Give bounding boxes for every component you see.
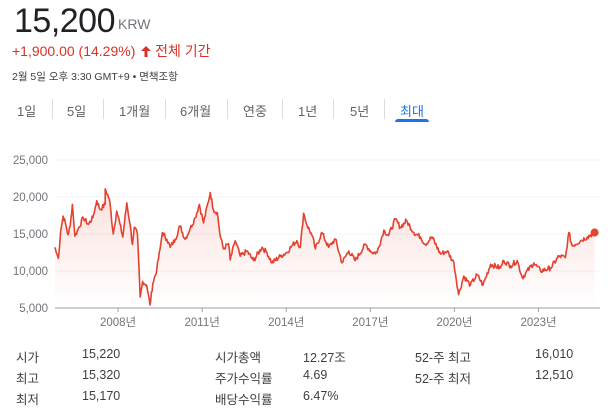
change-value: +1,900.00 (14.29%) (12, 43, 136, 59)
stat-value-dividend: 6.47% (303, 389, 339, 403)
timestamp-disclaimer: 2월 5일 오후 3:30 GMT+9 • 면책조항 (12, 71, 178, 83)
price-chart[interactable]: 25,000 20,000 15,000 10,000 5,000 2008년 2011년 2… (0, 150, 608, 330)
tab-divider (282, 99, 283, 119)
x-tick-label: 2011년 (185, 316, 220, 329)
stat-label-high: 최고 (16, 372, 40, 386)
tab-divider (103, 99, 104, 119)
arrow-up-icon (141, 46, 152, 57)
tab-1y[interactable]: 1년 (298, 104, 318, 119)
tab-5d[interactable]: 5일 (67, 104, 87, 119)
selected-tab-indicator (395, 119, 429, 122)
x-tick-label: 2020년 (436, 316, 472, 329)
stat-value-52w-low: 12,510 (535, 368, 574, 382)
x-tick-label: 2008년 (100, 316, 136, 329)
tab-1d[interactable]: 1일 (17, 104, 37, 119)
stat-label-market-cap: 시가총액 (215, 351, 262, 365)
y-tick-label: 25,000 (13, 155, 48, 167)
stat-value-market-cap: 12.27조 (303, 351, 346, 365)
y-tick-label: 5,000 (19, 303, 48, 315)
change-period: 전체 기간 (155, 43, 211, 59)
y-tick-label: 10,000 (13, 266, 48, 278)
stat-label-dividend: 배당수익률 (215, 393, 273, 407)
currency-label: KRW (118, 16, 151, 32)
stat-value-52w-high: 16,010 (535, 347, 574, 361)
price-line (54, 188, 596, 306)
tab-1m[interactable]: 1개월 (119, 104, 151, 119)
x-tick-label: 2017년 (352, 316, 388, 329)
tab-ytd[interactable]: 연중 (243, 104, 267, 119)
tab-max[interactable]: 최대 (400, 104, 424, 119)
stat-value-open: 15,220 (82, 347, 121, 361)
tab-5y[interactable]: 5년 (350, 104, 370, 119)
stat-value-pe: 4.69 (303, 368, 328, 382)
tab-divider (333, 99, 334, 119)
x-tick-label: 2014년 (268, 316, 304, 329)
stat-label-low: 최저 (16, 393, 40, 407)
y-tick-label: 15,000 (13, 229, 48, 241)
current-price: 15,200 (14, 2, 116, 40)
tab-6m[interactable]: 6개월 (180, 104, 212, 119)
stat-value-high: 15,320 (82, 368, 121, 382)
price-area (55, 188, 595, 308)
current-price-dot (590, 228, 599, 237)
tab-divider (384, 99, 385, 119)
tab-divider (227, 99, 228, 119)
y-tick-label: 20,000 (13, 192, 48, 204)
stat-label-52w-high: 52-주 최고 (415, 351, 472, 365)
stat-label-pe: 주가수익률 (215, 372, 273, 386)
stat-value-low: 15,170 (82, 389, 121, 403)
tab-divider (52, 99, 53, 119)
tab-divider (165, 99, 166, 119)
stat-label-52w-low: 52-주 최저 (415, 372, 472, 386)
stat-label-open: 시가 (16, 351, 40, 365)
x-tick-label: 2023년 (520, 316, 556, 329)
price-change: +1,900.00 (14.29%) 전체 기간 (12, 41, 211, 61)
